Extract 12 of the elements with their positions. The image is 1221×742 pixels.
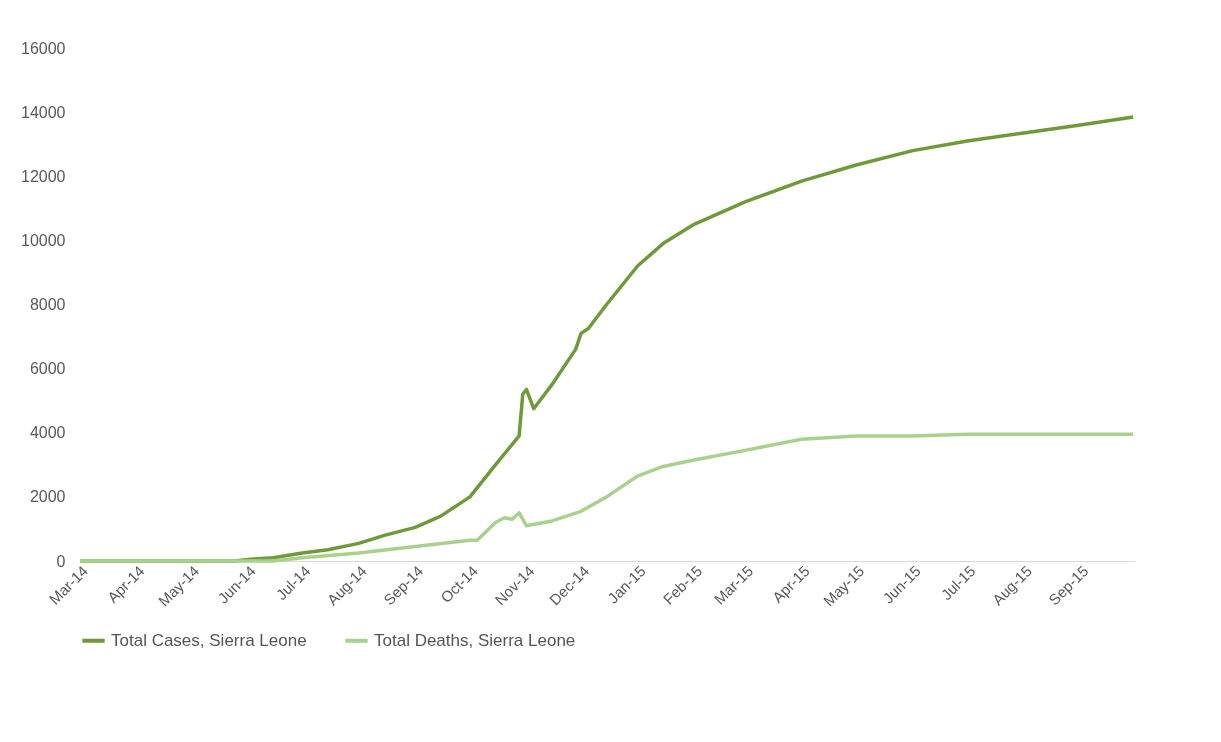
y-tick-label: 6000 (29, 360, 66, 378)
y-tick-label: 0 (56, 552, 66, 570)
line-series (78, 432, 1135, 563)
y-tick-label: 8000 (29, 296, 66, 313)
y-tick-label: 16000 (21, 39, 66, 57)
legend-label: Total Deaths, Sierra Leone (374, 630, 576, 650)
y-tick-label: 12000 (21, 167, 66, 185)
y-tick-label: 14000 (21, 103, 66, 121)
legend-label: Total Cases, Sierra Leone (111, 630, 307, 650)
y-tick-label: 10000 (21, 231, 66, 249)
y-tick-label: 4000 (29, 424, 66, 442)
y-tick-label: 2000 (29, 488, 66, 506)
